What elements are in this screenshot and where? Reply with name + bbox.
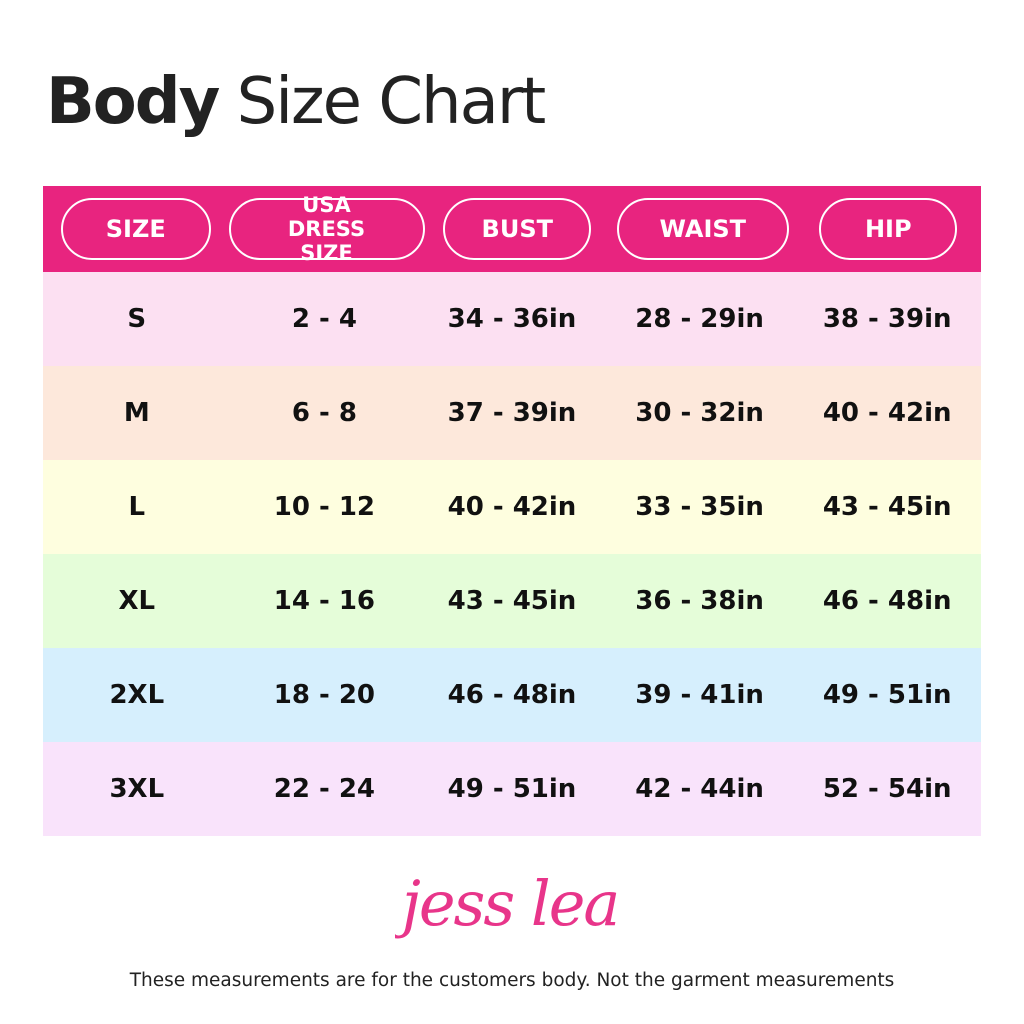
cell-bust: 34 - 36in (447, 304, 577, 334)
header-waist: WAIST (616, 198, 789, 260)
table-row: 2XL 18 - 20 46 - 48in 39 - 41in 49 - 51in (43, 648, 981, 742)
cell-usa-dress-size: 2 - 4 (291, 304, 357, 334)
cell-hip: 40 - 42in (822, 398, 952, 428)
cell-hip: 43 - 45in (822, 492, 952, 522)
table-row: L 10 - 12 40 - 42in 33 - 35in 43 - 45in (43, 460, 981, 554)
cell-bust: 40 - 42in (447, 492, 577, 522)
header-hip: HIP (819, 198, 958, 260)
cell-waist: 28 - 29in (635, 304, 764, 334)
cell-size: S (127, 304, 147, 334)
cell-hip: 52 - 54in (822, 774, 952, 804)
header-size: SIZE (60, 198, 211, 260)
table-row: S 2 - 4 34 - 36in 28 - 29in 38 - 39in (43, 272, 981, 366)
cell-usa-dress-size: 18 - 20 (273, 680, 376, 710)
cell-size: M (123, 398, 150, 428)
table-row: XL 14 - 16 43 - 45in 36 - 38in 46 - 48in (43, 554, 981, 648)
cell-usa-dress-size: 6 - 8 (291, 398, 357, 428)
cell-waist: 39 - 41in (635, 680, 764, 710)
cell-waist: 30 - 32in (635, 398, 764, 428)
table-row: 3XL 22 - 24 49 - 51in 42 - 44in 52 - 54in (43, 742, 981, 836)
jess-lea-logo: jess lea (395, 867, 620, 940)
logo-text: jess lea (395, 867, 618, 940)
cell-bust: 37 - 39in (447, 398, 577, 428)
cell-usa-dress-size: 22 - 24 (273, 774, 376, 804)
title-bold: Body (46, 65, 220, 139)
table-row: M 6 - 8 37 - 39in 30 - 32in 40 - 42in (43, 366, 981, 460)
cell-usa-dress-size: 10 - 12 (273, 492, 376, 522)
cell-hip: 49 - 51in (822, 680, 952, 710)
cell-waist: 36 - 38in (635, 586, 764, 616)
measurement-note: These measurements are for the customers… (129, 970, 895, 991)
cell-waist: 33 - 35in (635, 492, 764, 522)
header-bust: BUST (443, 198, 592, 260)
cell-hip: 46 - 48in (822, 586, 952, 616)
cell-bust: 46 - 48in (447, 680, 577, 710)
cell-size: 3XL (109, 774, 165, 804)
cell-bust: 49 - 51in (447, 774, 577, 804)
table-body: S 2 - 4 34 - 36in 28 - 29in 38 - 39in M 6 - 8 3… (43, 272, 981, 836)
size-table: SIZE USA DRESS SIZE BUST WAIST HIP S 2 - … (43, 186, 981, 836)
cell-size: L (128, 492, 146, 522)
table-header: SIZE USA DRESS SIZE BUST WAIST HIP (43, 186, 981, 272)
header-usa-dress-size: USA DRESS SIZE (228, 193, 425, 265)
cell-waist: 42 - 44in (635, 774, 764, 804)
cell-bust: 43 - 45in (447, 586, 577, 616)
cell-size: XL (118, 586, 156, 616)
page-title: Body Size Chart (46, 62, 547, 142)
cell-hip: 38 - 39in (822, 304, 952, 334)
cell-size: 2XL (109, 680, 165, 710)
title-rest: Size Chart (236, 65, 547, 139)
cell-usa-dress-size: 14 - 16 (273, 586, 376, 616)
